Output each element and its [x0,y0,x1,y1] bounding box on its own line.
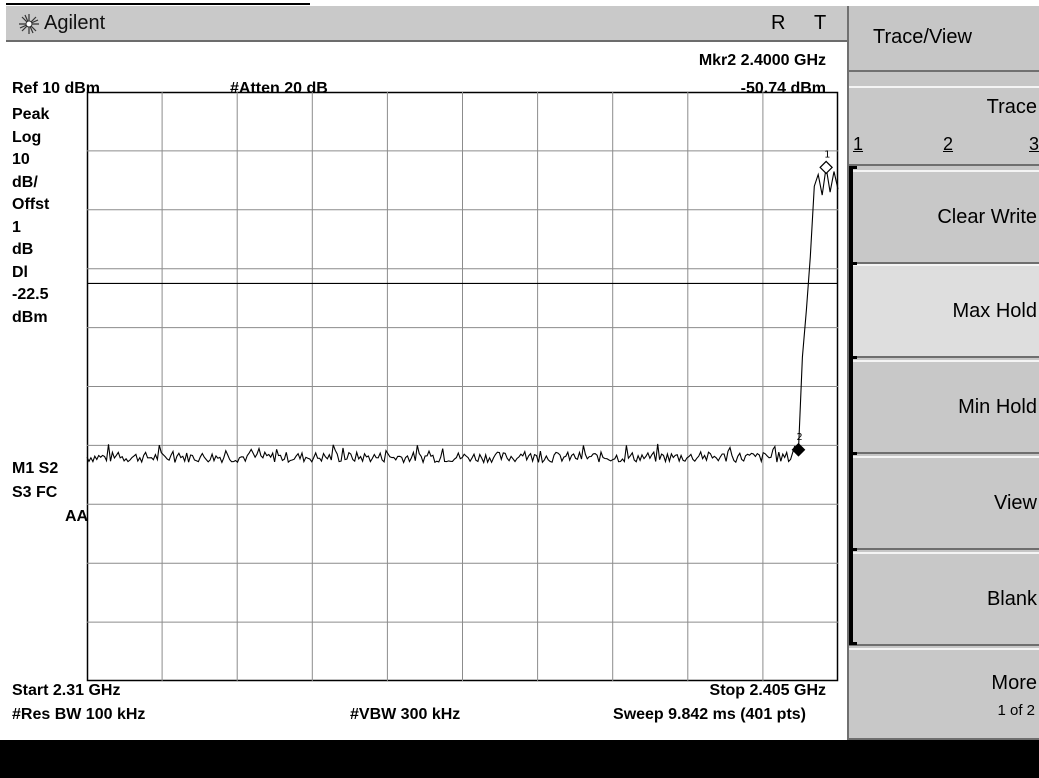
marker-1-diamond [819,160,833,175]
scale-annotations: Peak Log 10 dB/ Offst 1 dB Dl -22.5 dBm [12,104,92,329]
marker-2-label: 2 [796,432,802,443]
display-line-label: Dl [12,263,28,281]
analyzer-screen: Agilent R T Mkr2 2.4000 GHz Ref 10 dBm #… [6,6,847,740]
softkey-tick [849,262,857,265]
more-label: More [991,672,1037,694]
bottom-status-bar [0,740,1039,778]
stop-frequency: Stop 2.405 GHz [709,682,826,699]
spectrum-trace [86,167,839,465]
trace-select-label: Trace [986,96,1037,118]
trace-select-softkey[interactable]: Trace 1 2 3 [849,86,1039,166]
trace-option-2[interactable]: 2 [943,134,954,154]
softkey-tick [849,548,857,551]
trace-status-line-3: AA [65,508,89,525]
status-trigger: T [814,12,827,34]
scale-value: 10 [12,151,30,168]
view-label: View [994,492,1037,514]
scale-type-label: Log [12,128,42,146]
display-line-value: -22.5 [12,286,49,303]
clear-write-label: Clear Write [937,206,1037,228]
reference-level: Ref 10 dBm [12,80,101,97]
marker-1-label: 1 [824,149,830,160]
start-frequency: Start 2.31 GHz [12,682,121,699]
marker-frequency-readout: Mkr2 2.4000 GHz [698,52,826,69]
more-page-indicator: 1 of 2 [997,702,1035,719]
scale-unit: dB/ [12,173,38,191]
resolution-bandwidth: #Res BW 100 kHz [12,706,146,723]
menu-title-text: Trace/View [873,26,972,48]
softkey-tick [849,356,857,359]
trace-option-1[interactable]: 1 [853,134,864,154]
offset-unit: dB [12,241,34,258]
status-remote: R [771,12,786,34]
trace-status-line-2: S3 FC [12,484,58,501]
trace-status-line-1: M1 S2 [12,460,59,477]
view-softkey[interactable]: View [849,456,1039,550]
clear-write-softkey[interactable]: Clear Write [849,170,1039,264]
brand-name: Agilent [44,12,106,34]
trace-mode-group-bracket [849,166,853,644]
softkey-panel: Trace/View Trace 1 2 3 Clear Write Max H… [847,6,1039,740]
title-bar: Agilent R T [6,6,847,42]
max-hold-label: Max Hold [952,300,1037,322]
blank-label: Blank [986,588,1037,610]
spectrum-plot: 12 [86,91,839,682]
more-softkey[interactable]: More 1 of 2 [849,648,1039,740]
video-bandwidth: #VBW 300 kHz [350,706,461,723]
softkey-tick [849,642,857,645]
max-hold-softkey[interactable]: Max Hold [849,264,1039,358]
top-edge-line [6,3,310,5]
softkey-tick [849,166,857,169]
softkey-tick [849,452,857,455]
offset-label: Offst [12,196,50,213]
marker-2-diamond [791,442,806,457]
detector-label: Peak [12,106,50,123]
sweep-time: Sweep 9.842 ms (401 pts) [613,706,806,723]
trace-option-3[interactable]: 3 [1029,134,1039,154]
offset-value: 1 [12,218,21,236]
display-line-unit: dBm [12,308,48,326]
menu-title: Trace/View [849,6,1039,72]
min-hold-softkey[interactable]: Min Hold [849,360,1039,454]
agilent-spark-icon [19,14,39,34]
min-hold-label: Min Hold [958,396,1037,418]
blank-softkey[interactable]: Blank [849,552,1039,646]
